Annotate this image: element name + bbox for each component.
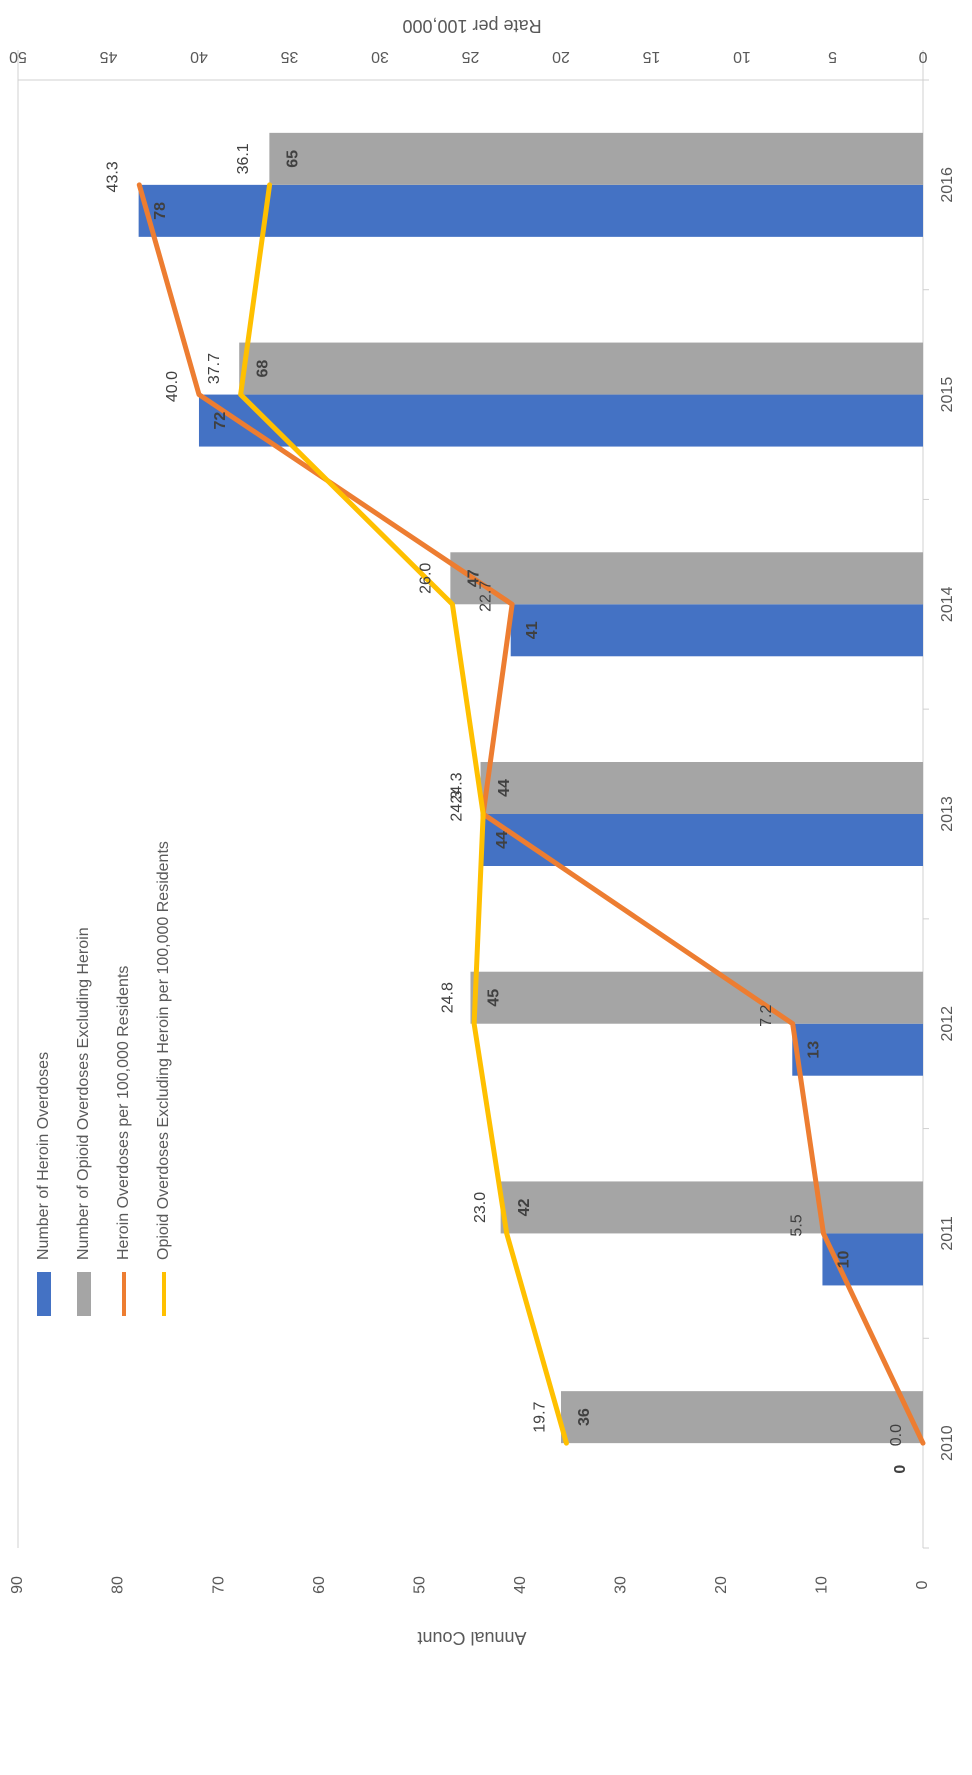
opioid-rate-line <box>238 182 569 1446</box>
bar-series <box>138 132 923 1444</box>
heroin-count-bar <box>792 1023 923 1076</box>
heroin-rate-label: 24.3 <box>448 790 465 821</box>
count-tick-label: 80 <box>110 1576 127 1594</box>
rate-tick-label: 0 <box>918 48 927 65</box>
legend-swatch-bar <box>77 1272 91 1316</box>
legend-entry-label: Number of Opioid Overdoses Excluding Her… <box>75 927 92 1260</box>
count-tick-label: 50 <box>411 1576 428 1594</box>
category-tick-label: 2015 <box>939 377 956 413</box>
rate-tick-label: 20 <box>552 48 570 65</box>
opioid-rate-label: 23.0 <box>472 1192 489 1223</box>
line-series <box>136 182 926 1446</box>
rate-tick-label: 50 <box>9 48 27 65</box>
opioid-count-label: 44 <box>496 779 513 797</box>
legend-entry-label: Opioid Overdoses Excluding Heroin per 10… <box>155 841 172 1260</box>
opioid-rate-label: 36.1 <box>235 143 252 174</box>
heroin-count-label: 41 <box>524 621 541 639</box>
rate-tick-label: 5 <box>828 48 837 65</box>
opioid-count-bar <box>480 762 923 814</box>
heroin-count-label: 10 <box>836 1250 853 1268</box>
heroin-rate-label: 0.0 <box>888 1424 905 1446</box>
heroin-count-label: 0 <box>892 1465 909 1474</box>
opioid-rate-label: 19.7 <box>532 1401 549 1432</box>
category-tick-label: 2016 <box>939 167 956 203</box>
opioid-count-bar <box>500 1181 923 1234</box>
opioid-rate-label: 24.8 <box>439 982 456 1013</box>
opioid-rate-label: 37.7 <box>206 353 223 384</box>
opioid-count-label: 68 <box>254 360 271 378</box>
category-tick-label: 2013 <box>939 796 956 832</box>
heroin-count-bar <box>198 394 923 447</box>
rate-axis-title: Rate per 100,000 <box>402 16 541 36</box>
heroin-count-label: 78 <box>152 202 169 220</box>
count-tick-label: 70 <box>210 1576 227 1594</box>
count-tick-label: 0 <box>914 1580 931 1589</box>
rate-tick-label: 30 <box>371 48 389 65</box>
opioid-count-bar <box>239 342 923 395</box>
category-tick-label: 2011 <box>939 1216 956 1251</box>
opioid-count-label: 47 <box>466 569 483 587</box>
data-labels: 0 36 0.0 19.7 10 42 5.5 23.0 13 45 7.2 24.8 44 44 24.3… <box>104 143 909 1473</box>
rate-axis-ticks: 0 5 10 15 20 25 30 35 40 45 50 <box>9 48 927 65</box>
opioid-count-bar <box>560 1391 923 1444</box>
heroin-count-bar <box>822 1233 923 1286</box>
heroin-count-bar <box>480 814 923 866</box>
opioid-count-label: 36 <box>576 1408 593 1426</box>
category-tick-label: 2014 <box>939 586 956 622</box>
count-tick-label: 60 <box>311 1576 328 1594</box>
heroin-count-label: 44 <box>494 831 511 849</box>
legend-entry-label: Number of Heroin Overdoses <box>35 1052 52 1260</box>
opioid-count-bar <box>470 971 923 1024</box>
category-tick-label: 2010 <box>939 1425 956 1461</box>
rate-tick-label: 10 <box>733 48 751 65</box>
count-tick-label: 40 <box>512 1576 529 1594</box>
opioid-count-bar <box>450 552 923 605</box>
rate-tick-label: 40 <box>190 48 208 65</box>
opioid-count-label: 65 <box>285 150 302 168</box>
heroin-count-label: 72 <box>212 412 229 430</box>
heroin-rate-label: 40.0 <box>164 371 181 402</box>
opioid-count-label: 42 <box>516 1198 533 1216</box>
opioid-rate-label: 24.3 <box>448 772 465 803</box>
count-axis-title: Annual Count <box>417 1628 526 1648</box>
heroin-rate-label: 7.2 <box>758 1004 775 1026</box>
rate-tick-label: 45 <box>100 48 118 65</box>
heroin-rate-label: 43.3 <box>104 161 121 192</box>
rate-tick-label: 35 <box>281 48 299 65</box>
count-tick-label: 30 <box>613 1576 630 1594</box>
rate-tick-label: 25 <box>462 48 480 65</box>
opioid-count-bar <box>269 132 923 185</box>
heroin-count-bar <box>138 184 923 237</box>
opioid-rate-label: 26.0 <box>418 563 435 594</box>
count-tick-label: 90 <box>9 1576 26 1594</box>
count-tick-label: 10 <box>814 1576 831 1594</box>
heroin-rate-label: 5.5 <box>789 1214 806 1236</box>
legend-entry-label: Heroin Overdoses per 100,000 Residents <box>115 966 132 1260</box>
category-axis-ticks: 2010 2011 2012 2013 2014 2015 2016 <box>923 79 956 1549</box>
count-axis-ticks: 0 10 20 30 40 50 60 70 80 90 <box>9 1576 931 1594</box>
heroin-rate-label: 22.7 <box>477 581 494 612</box>
opioid-count-label: 45 <box>486 989 503 1007</box>
category-tick-label: 2012 <box>939 1006 956 1042</box>
count-tick-label: 20 <box>713 1576 730 1594</box>
heroin-count-label: 13 <box>805 1041 822 1059</box>
rate-tick-label: 15 <box>643 48 661 65</box>
legend-swatch-bar <box>37 1272 51 1316</box>
heroin-count-bar <box>510 604 923 657</box>
legend: Number of Heroin Overdoses Number of Opio… <box>35 841 172 1316</box>
